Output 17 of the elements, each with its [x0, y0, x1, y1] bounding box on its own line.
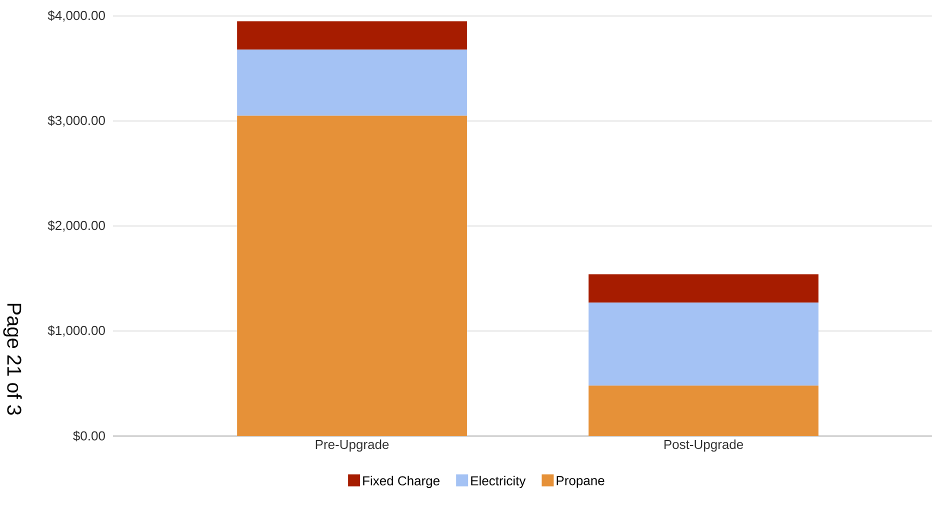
- bar: [237, 50, 467, 116]
- y-tick-label: $4,000.00: [48, 10, 105, 22]
- x-tick-label: Pre-Upgrade: [316, 440, 389, 452]
- bar: [588, 302, 818, 386]
- legend-label: Electricity: [471, 476, 526, 488]
- y-tick-label: $3,000.00: [48, 115, 105, 127]
- bar: [237, 21, 467, 50]
- y-tick-label: $0.00: [73, 430, 105, 442]
- y-tick-label: $1,000.00: [48, 325, 105, 337]
- y-tick-label: $2,000.00: [48, 220, 105, 232]
- x-tick-label: Post-Upgrade: [664, 440, 744, 452]
- legend-label: Fixed Charge: [363, 476, 440, 488]
- legend-label: Propane: [556, 476, 604, 488]
- bar: [588, 386, 818, 436]
- bar: [588, 274, 818, 303]
- text: Page 21 of 3: [3, 304, 22, 415]
- bar: [237, 116, 467, 436]
